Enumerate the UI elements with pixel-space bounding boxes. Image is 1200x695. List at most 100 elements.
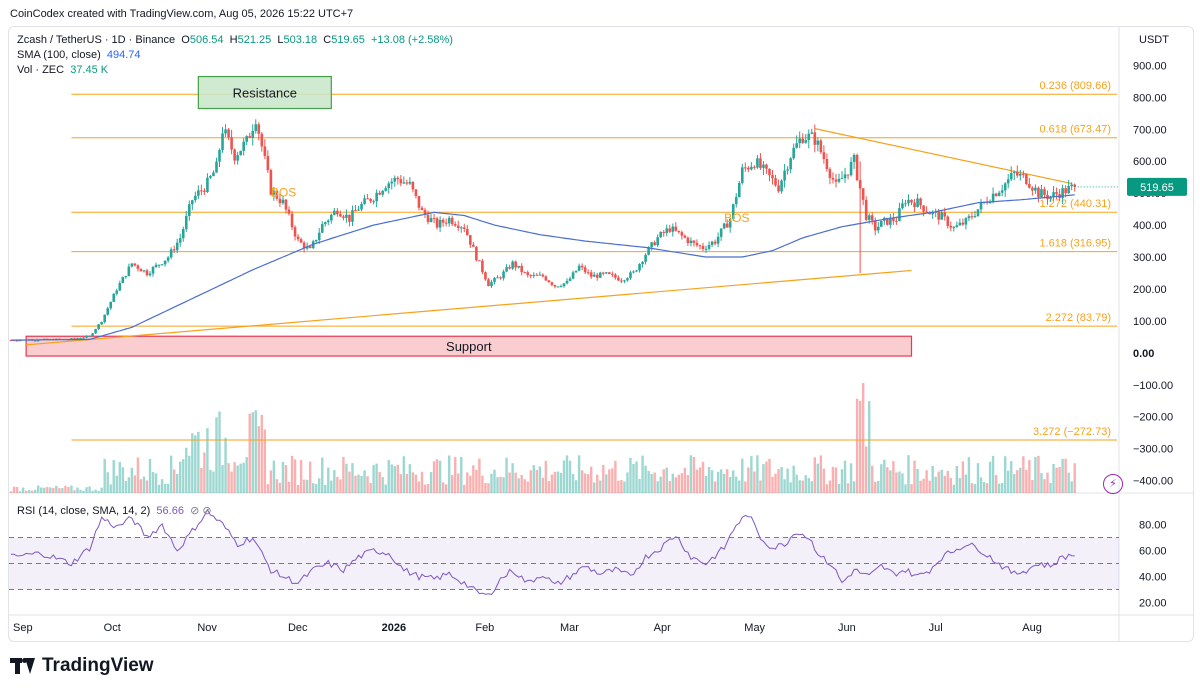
last-price-label: 519.65 (1140, 182, 1174, 194)
volume-bar (408, 464, 412, 493)
candle-body (191, 200, 194, 205)
lightning-icon[interactable]: ⚡ (1103, 474, 1123, 494)
volume-bar (789, 482, 792, 493)
bos-label: BOS (724, 211, 749, 225)
volume-bar (632, 463, 635, 493)
candle-body (955, 225, 959, 228)
candle-body (475, 246, 478, 261)
volume-bar (342, 457, 345, 493)
volume-bar (710, 470, 714, 493)
candle-body (695, 242, 699, 246)
volume-bar (481, 475, 484, 493)
rsi-visibility-icons[interactable]: ⊘ ⊘ (190, 505, 212, 517)
volume-bar (384, 484, 387, 493)
volume-bar (103, 458, 106, 493)
volume-bar (387, 459, 390, 493)
volume-bar (426, 484, 430, 493)
volume-bar (517, 478, 520, 493)
candle-body (574, 270, 578, 273)
candle-body (928, 212, 931, 215)
candle-body (598, 272, 602, 278)
candle-body (151, 267, 155, 274)
candle-body (118, 283, 122, 291)
candle-body (236, 155, 239, 161)
volume-bar (194, 435, 197, 493)
candle-body (1000, 190, 1004, 193)
tradingview-logo-icon (10, 658, 36, 674)
candle-body (626, 278, 629, 281)
volume-bar (550, 474, 554, 493)
volume-bar (852, 481, 856, 493)
candle-body (342, 216, 345, 218)
candle-body (725, 223, 729, 228)
candle-body (997, 192, 1001, 196)
volume-bar (883, 459, 886, 493)
volume-bar (828, 480, 832, 493)
candle-body (148, 273, 152, 276)
legend-sma-label: SMA (100, close) (17, 49, 101, 61)
candle-body (813, 132, 817, 145)
volume-bar (819, 455, 823, 493)
legend-low-label: L (277, 34, 284, 46)
y-tick-label: 300.00 (1133, 252, 1167, 264)
volume-bar (961, 461, 965, 493)
volume-bar (928, 480, 931, 493)
volume-bar (444, 484, 448, 493)
candle-body (623, 280, 626, 282)
volume-bar (979, 477, 983, 493)
candle-body (381, 190, 384, 195)
volume-bar (182, 459, 185, 493)
volume-bar (574, 480, 578, 493)
volume-bar (586, 474, 590, 493)
candle-body (765, 164, 768, 169)
volume-bar (1022, 456, 1025, 493)
volume-bar (1046, 472, 1049, 493)
legend-sma-row: SMA (100, close) 494.74 (17, 48, 453, 63)
volume-bar (251, 412, 254, 493)
legend-high-label: H (229, 34, 238, 46)
candle-body (505, 267, 508, 272)
candle-body (979, 202, 983, 210)
volume-bar (378, 471, 381, 493)
volume-bars (9, 383, 1076, 493)
volume-bar (287, 481, 291, 493)
y-tick-label: 400.00 (1133, 220, 1167, 232)
chart-panel[interactable]: USDT900.00800.00700.00600.00500.00400.00… (8, 26, 1194, 642)
volume-bar (771, 476, 774, 493)
volume-bar (1019, 467, 1022, 493)
candle-body (441, 219, 445, 223)
fib-level-label: 0.618 (673.47) (1039, 124, 1111, 136)
candle-body (641, 261, 644, 265)
volume-bar (913, 460, 916, 493)
volume-bar (151, 472, 155, 493)
volume-bar (390, 464, 393, 493)
volume-bar (671, 473, 674, 493)
volume-bar (532, 465, 535, 493)
candle-body (444, 222, 448, 224)
volume-bar (40, 487, 43, 493)
volume-bar (780, 467, 783, 493)
candle-body (203, 190, 206, 192)
volume-bar (85, 487, 88, 493)
volume-bar (417, 481, 421, 493)
volume-bar (115, 475, 118, 493)
volume-bar (127, 477, 131, 493)
volume-bar (904, 484, 907, 493)
candle-body (605, 272, 608, 274)
volume-bar (490, 473, 493, 493)
price-chart-svg[interactable]: USDT900.00800.00700.00600.00500.00400.00… (9, 27, 1193, 641)
candle-body (792, 147, 795, 159)
candle-body (683, 235, 687, 238)
volume-bar (759, 480, 762, 493)
volume-bar (236, 465, 239, 493)
candle-body (351, 210, 354, 222)
candle-body (677, 230, 681, 233)
volume-bar (620, 480, 623, 493)
candle-body (620, 280, 623, 282)
candle-body (601, 272, 605, 274)
volume-bar (1025, 469, 1028, 493)
candle-body (547, 280, 551, 283)
candle-body (526, 272, 530, 276)
volume-bar (786, 468, 789, 493)
volume-bar (704, 475, 708, 493)
